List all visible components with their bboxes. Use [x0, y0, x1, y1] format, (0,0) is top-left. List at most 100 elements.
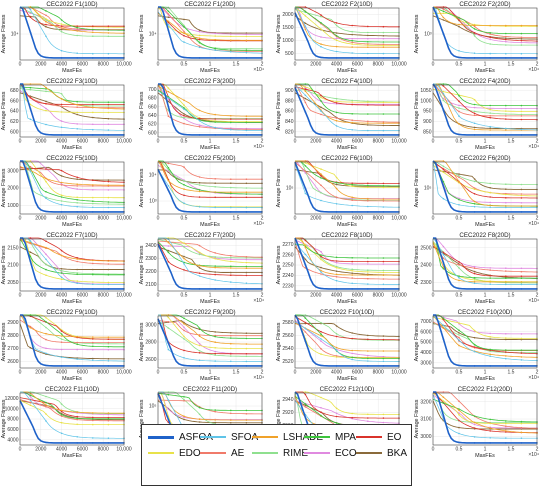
series-marker	[473, 427, 475, 429]
series-marker	[335, 356, 338, 358]
series-marker	[473, 187, 475, 189]
series-marker	[520, 128, 522, 131]
chart-svg: CEC2022 F8(10D)0 2000 4000 6000 8000 10,00022…	[276, 232, 407, 305]
series-marker	[45, 352, 47, 355]
series-marker	[167, 316, 169, 319]
series-marker	[167, 327, 169, 329]
series-line-asfoa	[20, 160, 124, 213]
series-marker	[488, 33, 491, 35]
series-marker	[457, 409, 460, 412]
legend: ASFOA SFOA LSHADE MPA EO EDO AE RIME ECO BKA	[141, 424, 412, 486]
x-tick-label: 0	[156, 216, 159, 222]
y-tick-label: 2100	[145, 282, 156, 288]
series-marker	[245, 32, 247, 34]
series-marker	[245, 121, 247, 124]
series-marker	[367, 211, 369, 213]
series-marker	[167, 249, 169, 252]
series-marker	[504, 431, 507, 433]
series-marker	[488, 36, 491, 39]
series-marker	[504, 337, 507, 339]
series-marker	[473, 114, 475, 117]
series-marker	[182, 104, 185, 106]
series-marker	[213, 206, 216, 209]
series-marker	[229, 39, 232, 41]
series-marker	[504, 430, 507, 432]
series-marker	[198, 251, 200, 254]
series-marker	[198, 57, 200, 59]
series-line-eo	[295, 160, 399, 184]
series-marker	[92, 52, 94, 55]
series-marker	[92, 103, 94, 106]
series-marker	[213, 47, 216, 50]
chart-panel: CEC2022 F4(20D) 0 0.5 1 1.5 2 1050 1000 950 900 85…	[413, 77, 550, 154]
series-marker	[320, 414, 322, 417]
axes-box	[294, 315, 400, 369]
x-tick-label: 6000	[77, 216, 88, 222]
series-marker	[320, 271, 322, 273]
series-marker	[107, 437, 110, 439]
axes-box	[432, 7, 537, 61]
series-marker	[382, 113, 385, 115]
series-marker	[167, 105, 169, 108]
x-axis-label: MaxFEs	[475, 222, 495, 228]
series-marker	[473, 279, 475, 281]
series-marker	[213, 211, 216, 213]
series-line-sfoa	[294, 84, 399, 131]
series-marker	[367, 104, 369, 106]
series-marker	[45, 86, 47, 89]
chart-svg: CEC2022 F2(20D)0 0.5 1 1.5 210³×10⁴MaxFEsAve…	[414, 1, 539, 74]
series-marker	[457, 110, 460, 113]
series-line-lshade	[157, 314, 262, 345]
series-marker	[182, 188, 185, 190]
series-marker	[182, 257, 185, 260]
x-tick-label: 2	[260, 62, 263, 68]
series-marker	[167, 90, 169, 93]
series-marker	[457, 104, 460, 107]
series-marker	[92, 128, 94, 131]
y-tick-label: 1050	[420, 88, 431, 94]
series-marker	[213, 350, 216, 353]
series-line-eo	[157, 242, 262, 276]
y-tick-label: 950	[423, 109, 432, 115]
series-marker	[335, 335, 338, 338]
y-tick-label: 6000	[7, 427, 18, 433]
series-marker	[198, 182, 200, 184]
series-marker	[107, 423, 110, 426]
y-tick-label: 1000	[420, 98, 431, 104]
series-marker	[92, 35, 94, 37]
series-marker	[382, 200, 385, 202]
series-marker	[367, 360, 369, 362]
series-line-sfoa	[157, 237, 262, 285]
series-marker	[60, 103, 63, 106]
x-tick-label: 8000	[98, 62, 109, 68]
series-marker	[473, 57, 475, 59]
series-marker	[76, 111, 78, 114]
x-tick-label: 2000	[35, 293, 46, 299]
chart-svg: CEC2022 F1(20D)0 0.5 1 1.5 210⁴×10⁴MaxFEsAve…	[139, 1, 264, 74]
y-tick-label: 600	[10, 130, 19, 136]
series-marker	[382, 421, 385, 424]
legend-swatch	[148, 452, 174, 454]
series-marker	[457, 408, 460, 410]
chart-panel: CEC2022 F4(10D) 0 2000 4000 6000 8000 10,000 90…	[275, 77, 413, 154]
series-marker	[167, 391, 169, 393]
series-marker	[351, 274, 353, 276]
series-marker	[367, 113, 369, 115]
series-marker	[320, 110, 322, 112]
series-marker	[29, 420, 32, 423]
x-tick-label: 4000	[56, 216, 67, 222]
series-marker	[45, 240, 47, 242]
series-marker	[320, 258, 322, 261]
series-marker	[442, 396, 444, 398]
y-tick-label: 2540	[282, 346, 293, 352]
series-marker	[473, 276, 475, 279]
x-axis-label: MaxFEs	[475, 145, 495, 151]
series-marker	[504, 428, 507, 430]
series-marker	[367, 25, 369, 28]
series-marker	[473, 272, 475, 275]
series-marker	[45, 268, 47, 271]
series-marker	[457, 322, 460, 324]
y-tick-label: 2700	[7, 346, 18, 352]
x-tick-label: 10,000	[116, 447, 132, 453]
series-marker	[229, 51, 232, 53]
